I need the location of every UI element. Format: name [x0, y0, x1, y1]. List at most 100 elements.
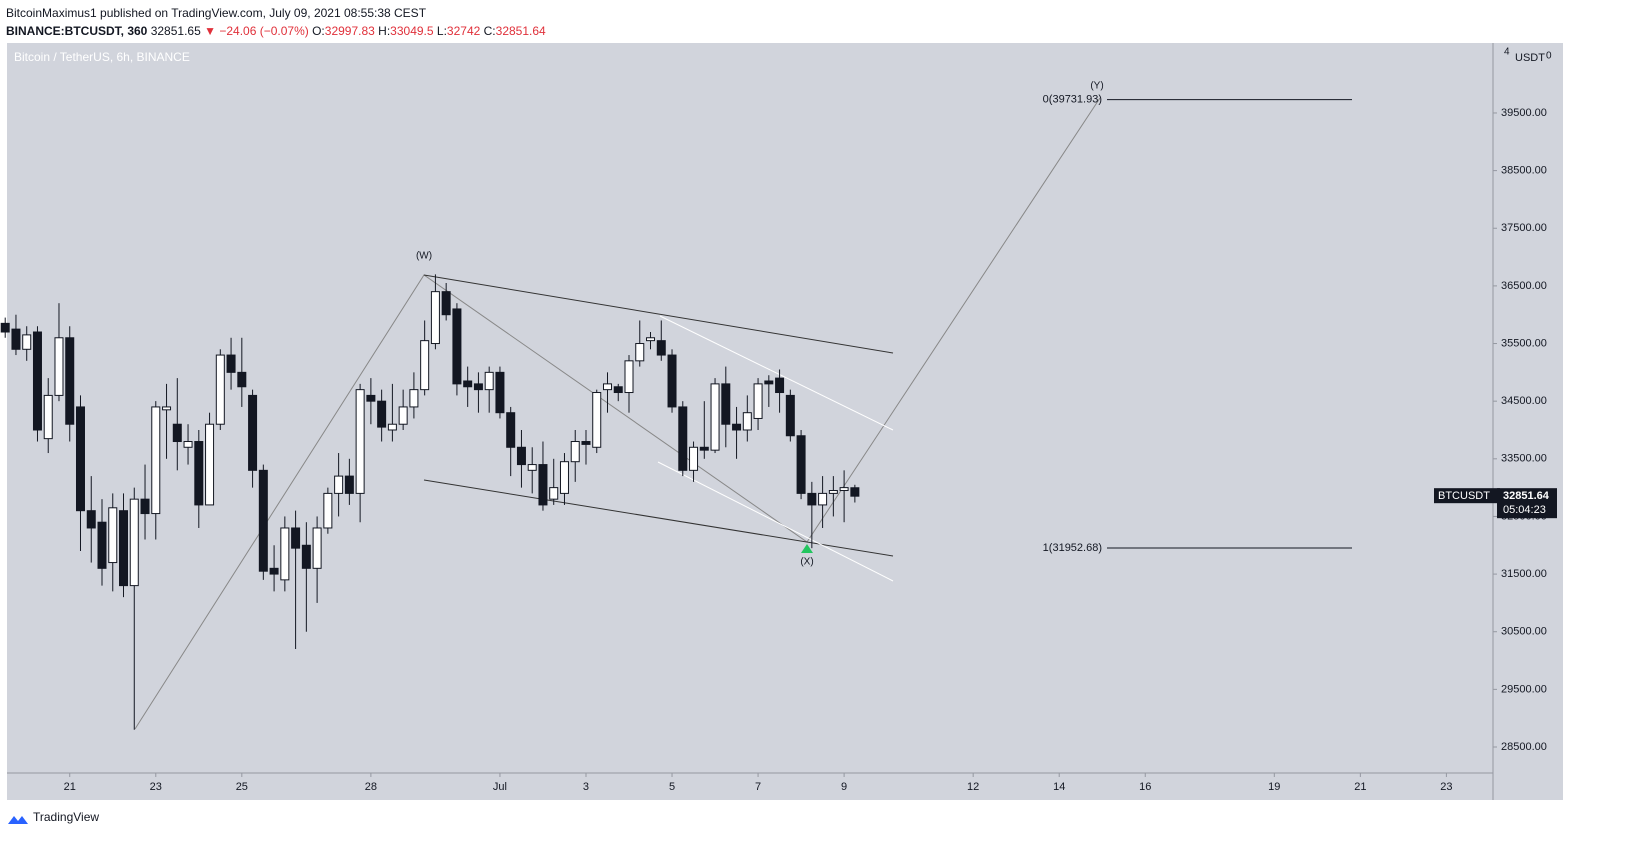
candle-body: [43, 394, 53, 440]
candle-body: [592, 392, 602, 448]
candle-body: [172, 423, 182, 443]
candle-body: [183, 441, 193, 448]
x-tick-label: 21: [1354, 781, 1366, 793]
footer: TradingView: [33, 810, 99, 824]
header: BitcoinMaximus1 published on TradingView…: [6, 4, 546, 40]
candle-body: [839, 487, 849, 492]
price-badge-name: BTCUSDT: [1438, 490, 1490, 502]
candle-body: [248, 394, 258, 471]
y-tick-label: 37500.00: [1501, 222, 1547, 234]
x-tick-label: 14: [1053, 781, 1065, 793]
trend-line: [423, 274, 894, 354]
chart-title: Bitcoin / TetherUS, 6h, BINANCE: [14, 50, 190, 64]
candle-body: [710, 383, 720, 451]
wave-path: [134, 97, 1101, 730]
wave-label: (X): [800, 557, 813, 568]
open: 32997.83: [324, 24, 375, 38]
candle-body: [344, 475, 354, 494]
trend-line: [423, 479, 894, 557]
corner: 4: [1504, 47, 1510, 58]
candle-body: [678, 406, 688, 471]
wave-label: (Y): [1090, 81, 1103, 92]
candle-body: [54, 337, 64, 396]
time-axis: [7, 773, 1493, 800]
high: 33049.5: [390, 24, 434, 38]
candle-body: [430, 291, 440, 345]
x-tick-label: 3: [583, 781, 589, 793]
fib-label: 1(31952.68): [1043, 542, 1102, 554]
pivot-marker: [801, 544, 813, 553]
candle-body: [699, 446, 709, 451]
x-tick-label: 7: [755, 781, 761, 793]
candle-body: [527, 464, 537, 471]
candle-body: [11, 328, 21, 350]
candle-body: [65, 337, 75, 425]
arrow: ▼: [204, 24, 216, 38]
fib-label: 0(39731.93): [1043, 94, 1102, 106]
x-tick-label: 16: [1139, 781, 1151, 793]
candle-body: [538, 464, 548, 506]
candle-body: [721, 383, 731, 425]
y-tick-label: 31500.00: [1501, 568, 1547, 580]
candle-body: [484, 371, 494, 391]
candle-body: [807, 492, 817, 506]
low: 32742: [446, 24, 481, 38]
price-axis: [1493, 43, 1563, 800]
quote-line: BINANCE:BTCUSDT, 360 32851.65 ▼ −24.06 (…: [6, 22, 546, 40]
candle-body: [828, 490, 838, 494]
price-badge: [1434, 488, 1500, 504]
x-tick-label: 12: [967, 781, 979, 793]
candle-body: [334, 475, 344, 494]
candle-body: [301, 544, 311, 569]
candle-body: [409, 389, 419, 408]
y-tick-label: 35500.00: [1501, 337, 1547, 349]
candle-body: [495, 371, 505, 414]
candle-body: [108, 507, 118, 564]
x-tick-label: 28: [365, 781, 377, 793]
candle-body: [775, 377, 785, 394]
candle-body: [635, 343, 645, 362]
y-tick-label: 30500.00: [1501, 626, 1547, 638]
x-tick-label: 23: [1440, 781, 1452, 793]
candle-body: [624, 360, 634, 394]
candle-body: [280, 527, 290, 581]
h-label: H:: [378, 24, 391, 38]
candle-body: [291, 527, 301, 549]
candle-body: [452, 308, 462, 385]
candle-body: [0, 322, 10, 333]
candle-body: [387, 423, 397, 431]
x-tick-label: 25: [236, 781, 248, 793]
candle-body: [119, 510, 129, 587]
candle-body: [613, 386, 623, 394]
price-tag: [1497, 488, 1557, 519]
candle-body: [646, 337, 656, 342]
candle-body: [194, 441, 204, 506]
candle-body: [215, 354, 225, 425]
candle-body: [602, 383, 612, 391]
currency: USDT: [1515, 52, 1545, 64]
candle-body: [742, 412, 752, 431]
x-tick-label: 9: [841, 781, 847, 793]
candle-body: [785, 394, 795, 437]
candle-body: [237, 371, 247, 388]
candle-body: [398, 406, 408, 425]
last: 32851.65: [150, 24, 201, 38]
y-tick-label: 34500.00: [1501, 395, 1547, 407]
x-tick-label: 5: [669, 781, 675, 793]
c-label: C:: [483, 24, 496, 38]
x-tick-label: 21: [64, 781, 76, 793]
candle-body: [151, 406, 161, 515]
drawings: [134, 97, 1101, 730]
candle-body: [162, 406, 172, 411]
x-tick-label: Jul: [493, 781, 507, 793]
corner: 0: [1546, 51, 1552, 62]
candle-body: [753, 383, 763, 419]
candle-body: [226, 354, 236, 373]
symbol: BINANCE:BTCUSDT, 360: [6, 24, 148, 38]
candle-body: [516, 446, 526, 466]
candle-body: [656, 340, 666, 356]
countdown: 05:04:23: [1503, 504, 1546, 516]
candle-body: [764, 380, 774, 385]
candle-body: [97, 521, 107, 569]
